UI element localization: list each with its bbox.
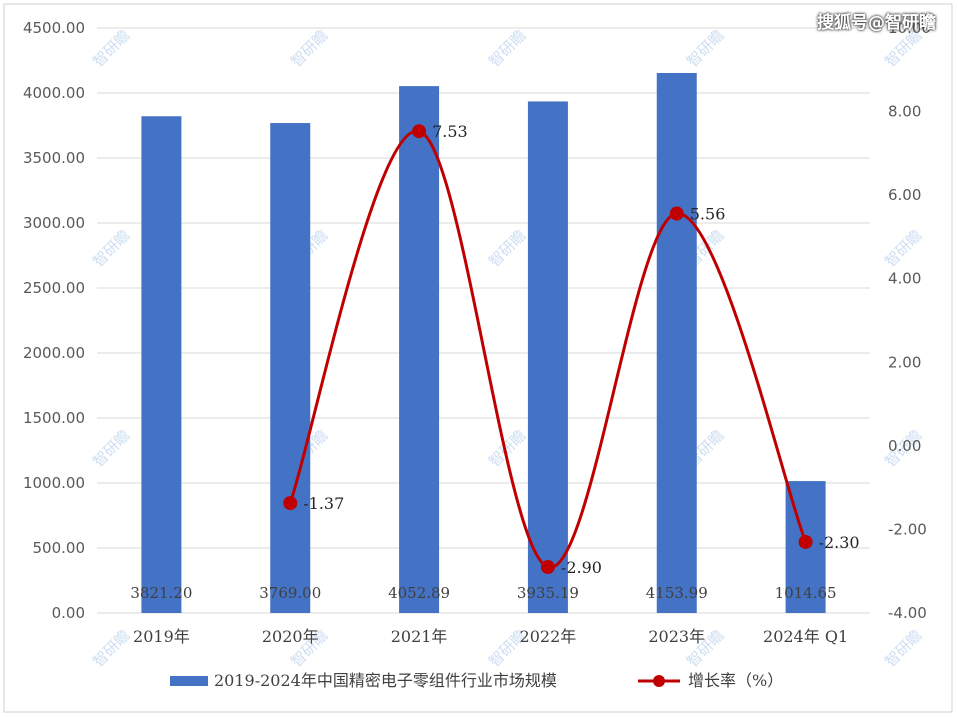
- bar: [270, 123, 311, 613]
- left-tick-label: 2000.00: [23, 344, 85, 362]
- category-label: 2019年: [133, 627, 190, 646]
- category-label: 2024年 Q1: [763, 627, 848, 646]
- growth-point: [669, 206, 684, 221]
- right-tick-label: 4.00: [888, 270, 921, 288]
- legend-line-label: 增长率（%）: [688, 671, 783, 690]
- right-tick-label: -4.00: [888, 604, 927, 622]
- growth-point: [798, 534, 813, 549]
- category-label: 2022年: [520, 627, 577, 646]
- right-tick-label: 2.00: [888, 353, 921, 371]
- growth-data-label: -2.90: [561, 558, 602, 577]
- right-tick-label: 0.00: [888, 437, 921, 455]
- growth-data-label: -2.30: [819, 533, 860, 552]
- legend: 2019-2024年中国精密电子零组件行业市场规模 增长率（%）: [170, 671, 783, 690]
- bar-data-label: 3935.19: [517, 584, 579, 602]
- growth-point: [412, 124, 427, 139]
- left-tick-label: 0.00: [52, 604, 85, 622]
- left-tick-label: 1500.00: [23, 409, 85, 427]
- growth-point: [283, 496, 298, 511]
- legend-bar-label: 2019-2024年中国精密电子零组件行业市场规模: [214, 671, 557, 690]
- left-tick-label: 2500.00: [23, 279, 85, 297]
- right-tick-label: -2.00: [888, 520, 927, 538]
- right-tick-label: 6.00: [888, 186, 921, 204]
- header-watermark: 搜狐号@智研瞻: [817, 13, 936, 33]
- growth-data-label: 7.53: [432, 122, 468, 141]
- bar: [399, 86, 440, 614]
- category-label: 2020年: [262, 627, 319, 646]
- bar-data-label: 1014.65: [775, 584, 837, 602]
- category-label: 2023年: [648, 627, 705, 646]
- bar-data-label: 3821.20: [130, 584, 192, 602]
- legend-bar-swatch: [170, 676, 208, 686]
- growth-point: [540, 560, 555, 575]
- bar: [141, 116, 182, 613]
- bar-data-label: 3769.00: [259, 584, 321, 602]
- gridlines: [97, 27, 870, 614]
- bar: [656, 72, 697, 613]
- growth-line-series: -1.37 7.53 -2.90 5.56 -2.30: [283, 122, 860, 577]
- category-axis-labels: 2019年 2020年 2021年 2022年 2023年 2024年 Q1: [133, 627, 848, 646]
- left-tick-label: 1000.00: [23, 474, 85, 492]
- left-tick-label: 3000.00: [23, 214, 85, 232]
- right-tick-label: 10.00: [888, 19, 931, 37]
- bar-series: 3821.20 3769.00 4052.89 3935.19 4153.99 1014.…: [130, 72, 837, 614]
- left-tick-label: 4500.00: [23, 19, 85, 37]
- left-tick-label: 500.00: [33, 539, 86, 557]
- growth-data-label: -1.37: [303, 494, 344, 513]
- bar-data-label: 4052.89: [388, 584, 450, 602]
- left-axis-ticks: 0.00 500.00 1000.00 1500.00 2000.00 2500.00 30…: [23, 19, 85, 622]
- bar: [527, 101, 568, 614]
- right-tick-label: 8.00: [888, 103, 921, 121]
- growth-data-label: 5.56: [690, 205, 726, 224]
- category-label: 2021年: [391, 627, 448, 646]
- legend-line-marker: [653, 675, 665, 687]
- bar-data-label: 4153.99: [646, 584, 708, 602]
- right-axis-ticks: -4.00 -2.00 0.00 2.00 4.00 6.00 8.00 10.00: [888, 19, 931, 622]
- left-tick-label: 3500.00: [23, 149, 85, 167]
- left-tick-label: 4000.00: [23, 84, 85, 102]
